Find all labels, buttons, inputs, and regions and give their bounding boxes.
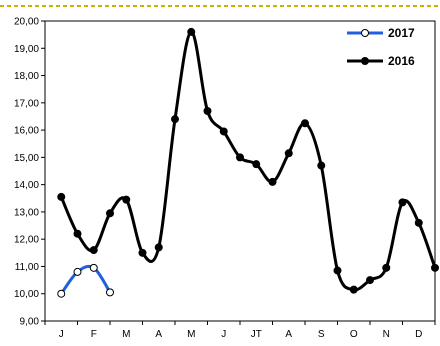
y-tick-label: 20,00 [14,17,39,28]
data-point-2016 [431,263,439,272]
series-2016 [57,27,439,294]
data-point-2017 [73,267,82,276]
data-point-2016 [349,285,358,294]
legend-marker-2017 [361,29,369,37]
series-layer [57,27,439,298]
y-tick-label: 16,00 [14,126,39,137]
y-tick-label: 17,00 [14,98,39,109]
x-tick-label: J [59,329,64,340]
x-tick-label: A [155,329,162,340]
data-point-2016 [57,192,66,201]
y-tick-label: 10,00 [14,289,39,300]
data-point-2017 [89,263,98,272]
x-tick-label: N [383,329,390,340]
plot-area [44,20,436,322]
data-point-2016 [106,209,114,218]
data-point-2016 [154,243,163,252]
y-tick-label: 11,00 [15,262,40,273]
legend-item-2016: 2016 [347,54,415,68]
y-tick-label: 14,00 [14,180,39,191]
legend-label-2017: 2017 [388,26,415,40]
y-tick-label: 19,00 [14,44,39,55]
series-line-2017 [59,264,112,296]
data-point-2016 [203,107,212,115]
data-point-2016 [366,276,374,285]
series-2017 [57,263,114,298]
legend-item-2017: 2017 [347,26,415,40]
data-point-2016 [236,153,244,162]
x-tick-label: M [187,329,195,340]
data-point-2016 [414,218,423,227]
data-point-2016 [284,149,293,158]
data-point-2016 [89,246,98,255]
x-tick-label: J [221,329,226,340]
legend: 2017 2016 [347,26,415,68]
data-point-2016 [398,198,407,207]
data-point-2016 [219,127,228,136]
x-axis: J F M A M J JT A S O N D [44,321,436,340]
y-tick-label: 12,00 [14,235,39,246]
data-point-2017 [57,289,66,298]
x-tick-label: D [415,329,422,340]
x-tick-label: F [91,329,97,340]
data-point-2016 [252,160,261,169]
data-point-2016 [301,119,309,128]
data-point-2016 [122,195,131,204]
y-tick-label: 18,00 [14,71,39,82]
data-point-2016 [268,177,277,186]
data-point-2016 [333,266,342,275]
y-tick-label: 15,00 [14,153,39,164]
data-point-2016 [382,263,391,272]
x-tick-label: JT [251,329,262,340]
data-point-2017 [106,288,114,297]
legend-marker-2016 [361,57,369,65]
data-point-2016 [317,161,326,170]
legend-label-2016: 2016 [388,54,415,68]
x-tick-label: A [285,329,292,340]
data-point-2016 [187,27,196,36]
data-point-2016 [171,115,179,124]
y-tick-label: 13,00 [14,207,39,218]
x-tick-label: M [122,329,130,340]
x-tick-label: O [350,329,358,340]
y-tick-label: 9,00 [20,317,40,328]
x-tick-label: S [318,329,325,340]
data-point-2016 [138,248,147,257]
data-point-2016 [73,229,82,238]
y-axis: 9,00 10,00 11,00 12,00 13,00 14,00 15,00 16,00 1… [14,17,45,328]
